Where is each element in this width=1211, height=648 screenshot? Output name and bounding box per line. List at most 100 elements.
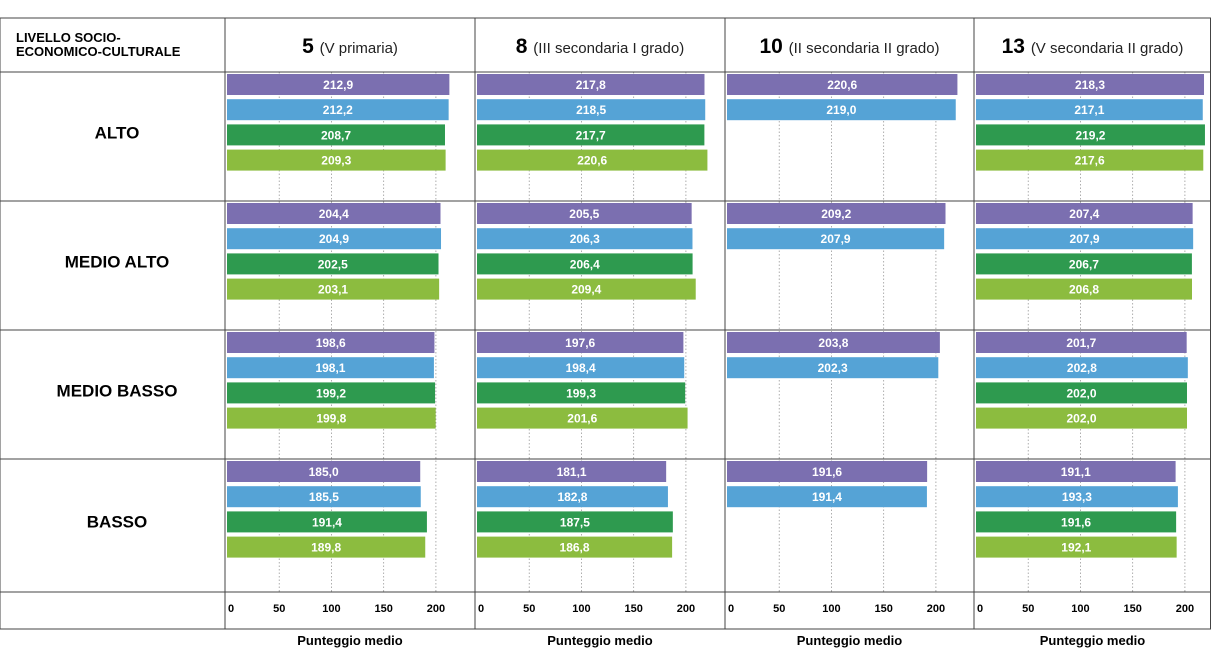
bar-value-label: 207,9	[821, 232, 851, 246]
bar	[477, 149, 708, 171]
bar-value-label: 218,5	[576, 103, 606, 117]
bar	[477, 357, 685, 379]
bar	[227, 407, 436, 429]
bar	[227, 486, 421, 508]
bar-value-label: 202,5	[318, 257, 348, 271]
bar-value-label: 191,6	[1061, 515, 1091, 529]
panel-title-number: 10	[759, 35, 788, 58]
bar	[227, 253, 439, 275]
bar-value-label: 199,2	[316, 386, 346, 400]
bar-value-label: 206,8	[1069, 283, 1099, 297]
bar-value-label: 218,3	[1075, 78, 1105, 92]
row-label: MEDIO ALTO	[65, 253, 170, 272]
bar	[227, 461, 421, 482]
bar	[227, 332, 435, 353]
bar	[976, 149, 1204, 171]
bar-value-label: 217,8	[576, 78, 606, 92]
bar-value-label: 201,6	[567, 412, 597, 426]
bar	[976, 332, 1187, 353]
bar-value-label: 209,2	[821, 207, 851, 221]
bar-value-label: 207,9	[1070, 232, 1100, 246]
panel-title-number: 13	[1002, 35, 1031, 58]
panel-title-number: 5	[302, 35, 320, 58]
bar-value-label: 202,0	[1066, 386, 1096, 400]
x-tick-label: 50	[273, 603, 285, 615]
bar	[976, 511, 1177, 533]
x-tick-label: 0	[728, 603, 734, 615]
bar-value-label: 189,8	[311, 541, 341, 555]
bar-value-label: 204,9	[319, 232, 349, 246]
panel-title: 5 (V primaria)	[302, 35, 398, 58]
bar-value-label: 217,1	[1074, 103, 1104, 117]
header-label: LIVELLO SOCIO-ECONOMICO-CULTURALE	[16, 30, 181, 59]
panel-title: 10 (II secondaria II grado)	[759, 35, 939, 58]
x-tick-label: 50	[523, 603, 535, 615]
bar	[477, 253, 693, 275]
bar-value-label: 219,2	[1075, 128, 1105, 142]
bar	[227, 382, 436, 404]
x-tick-label: 150	[624, 603, 642, 615]
panel-title-subtitle: (II secondaria II grado)	[789, 40, 940, 57]
bar	[227, 149, 446, 171]
x-tick-label: 100	[572, 603, 590, 615]
bar	[976, 536, 1177, 558]
bar-value-label: 209,4	[571, 283, 601, 297]
bar-value-label: 192,1	[1061, 541, 1091, 555]
bar	[727, 228, 945, 250]
bar-value-label: 182,8	[557, 490, 587, 504]
bar-value-label: 220,6	[827, 78, 857, 92]
bar	[976, 407, 1187, 429]
bar	[477, 511, 673, 533]
panel-title-subtitle: (V secondaria II grado)	[1031, 40, 1184, 57]
bar	[477, 332, 684, 353]
row-label: MEDIO BASSO	[57, 382, 178, 401]
bar-value-label: 209,3	[321, 154, 351, 168]
bar-value-label: 203,1	[318, 283, 348, 297]
x-tick-label: 200	[927, 603, 945, 615]
bar	[727, 99, 956, 121]
bar-value-label: 206,3	[570, 232, 600, 246]
bar	[477, 74, 705, 95]
bar-value-label: 212,2	[323, 103, 353, 117]
x-tick-label: 100	[1071, 603, 1089, 615]
panel-title-subtitle: (III secondaria I grado)	[533, 40, 684, 57]
bar	[727, 486, 927, 508]
bar	[976, 124, 1205, 146]
panel-title: 13 (V secondaria II grado)	[1002, 35, 1184, 58]
bar	[477, 407, 688, 429]
bar-value-label: 217,7	[576, 128, 606, 142]
bar	[477, 536, 673, 558]
row-label: ALTO	[95, 124, 140, 143]
bar-value-label: 186,8	[560, 541, 590, 555]
bar	[227, 511, 427, 533]
x-tick-label: 150	[374, 603, 392, 615]
bar-value-label: 198,6	[316, 336, 346, 350]
bar	[727, 332, 940, 353]
x-axis-label: Punteggio medio	[297, 633, 403, 648]
bar	[976, 99, 1203, 121]
x-tick-label: 200	[427, 603, 445, 615]
bar	[976, 486, 1178, 508]
x-tick-label: 200	[1176, 603, 1194, 615]
bar-value-label: 219,0	[826, 103, 856, 117]
x-tick-label: 0	[478, 603, 484, 615]
bar-value-label: 191,4	[312, 515, 342, 529]
bar-value-label: 207,4	[1069, 207, 1099, 221]
bar	[477, 203, 692, 224]
bar-value-label: 217,6	[1075, 154, 1105, 168]
bar-value-label: 185,0	[309, 465, 339, 479]
header-label-line: LIVELLO SOCIO-	[16, 30, 121, 45]
x-tick-label: 100	[822, 603, 840, 615]
bar-value-label: 206,4	[570, 257, 600, 271]
bar	[477, 124, 705, 146]
row-label: BASSO	[87, 513, 147, 532]
bar	[976, 203, 1193, 224]
bar	[477, 382, 686, 404]
bar-value-label: 199,8	[316, 412, 346, 426]
x-axis-label: Punteggio medio	[797, 633, 903, 648]
bar	[227, 203, 441, 224]
bar	[227, 99, 449, 121]
bar	[976, 228, 1194, 250]
bar	[227, 278, 440, 300]
bar	[477, 486, 668, 508]
